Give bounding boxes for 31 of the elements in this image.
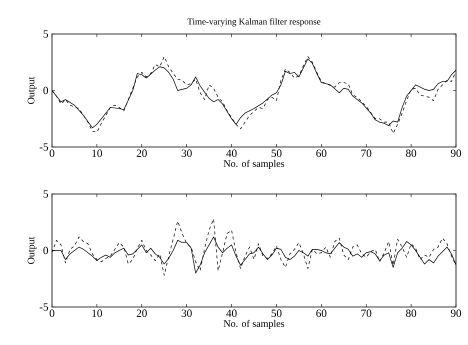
y-tick-label: 5: [44, 190, 48, 198]
x-tick-label: 0: [50, 150, 54, 157]
x-tick-label: 20: [136, 150, 147, 157]
x-tick-label: 90: [450, 310, 462, 317]
y-tick-label: -5: [40, 143, 48, 151]
x-tick-label: 70: [361, 150, 372, 157]
x-tick-label: 20: [136, 310, 147, 317]
x-tick-label: 40: [226, 150, 237, 157]
chart-title: Time-varying Kalman filter response: [187, 18, 320, 26]
y-tick-label: -5: [40, 303, 48, 311]
x-tick-label: 30: [182, 310, 192, 317]
y-axis-title: Output: [28, 236, 36, 264]
x-tick-label: 10: [92, 310, 102, 317]
x-axis-title: No. of samples: [224, 320, 284, 329]
x-tick-label: 30: [182, 150, 192, 157]
y-tick-label: 0: [43, 86, 48, 94]
x-tick-label: 10: [92, 150, 102, 157]
x-tick-label: 50: [272, 310, 282, 317]
x-tick-label: 80: [406, 150, 416, 157]
x-tick-label: 50: [272, 150, 282, 157]
x-tick-label: 70: [361, 310, 372, 317]
y-tick-label: 5: [44, 30, 48, 38]
x-axis-title: No. of samples: [224, 160, 284, 169]
x-tick-label: 40: [226, 310, 237, 317]
y-tick-label: 0: [43, 246, 48, 254]
x-tick-label: 90: [450, 150, 462, 157]
x-tick-label: 60: [316, 150, 326, 157]
x-tick-label: 0: [50, 310, 54, 317]
y-axis-title: Output: [28, 76, 36, 104]
x-tick-label: 80: [406, 310, 416, 317]
x-tick-label: 60: [316, 310, 326, 317]
